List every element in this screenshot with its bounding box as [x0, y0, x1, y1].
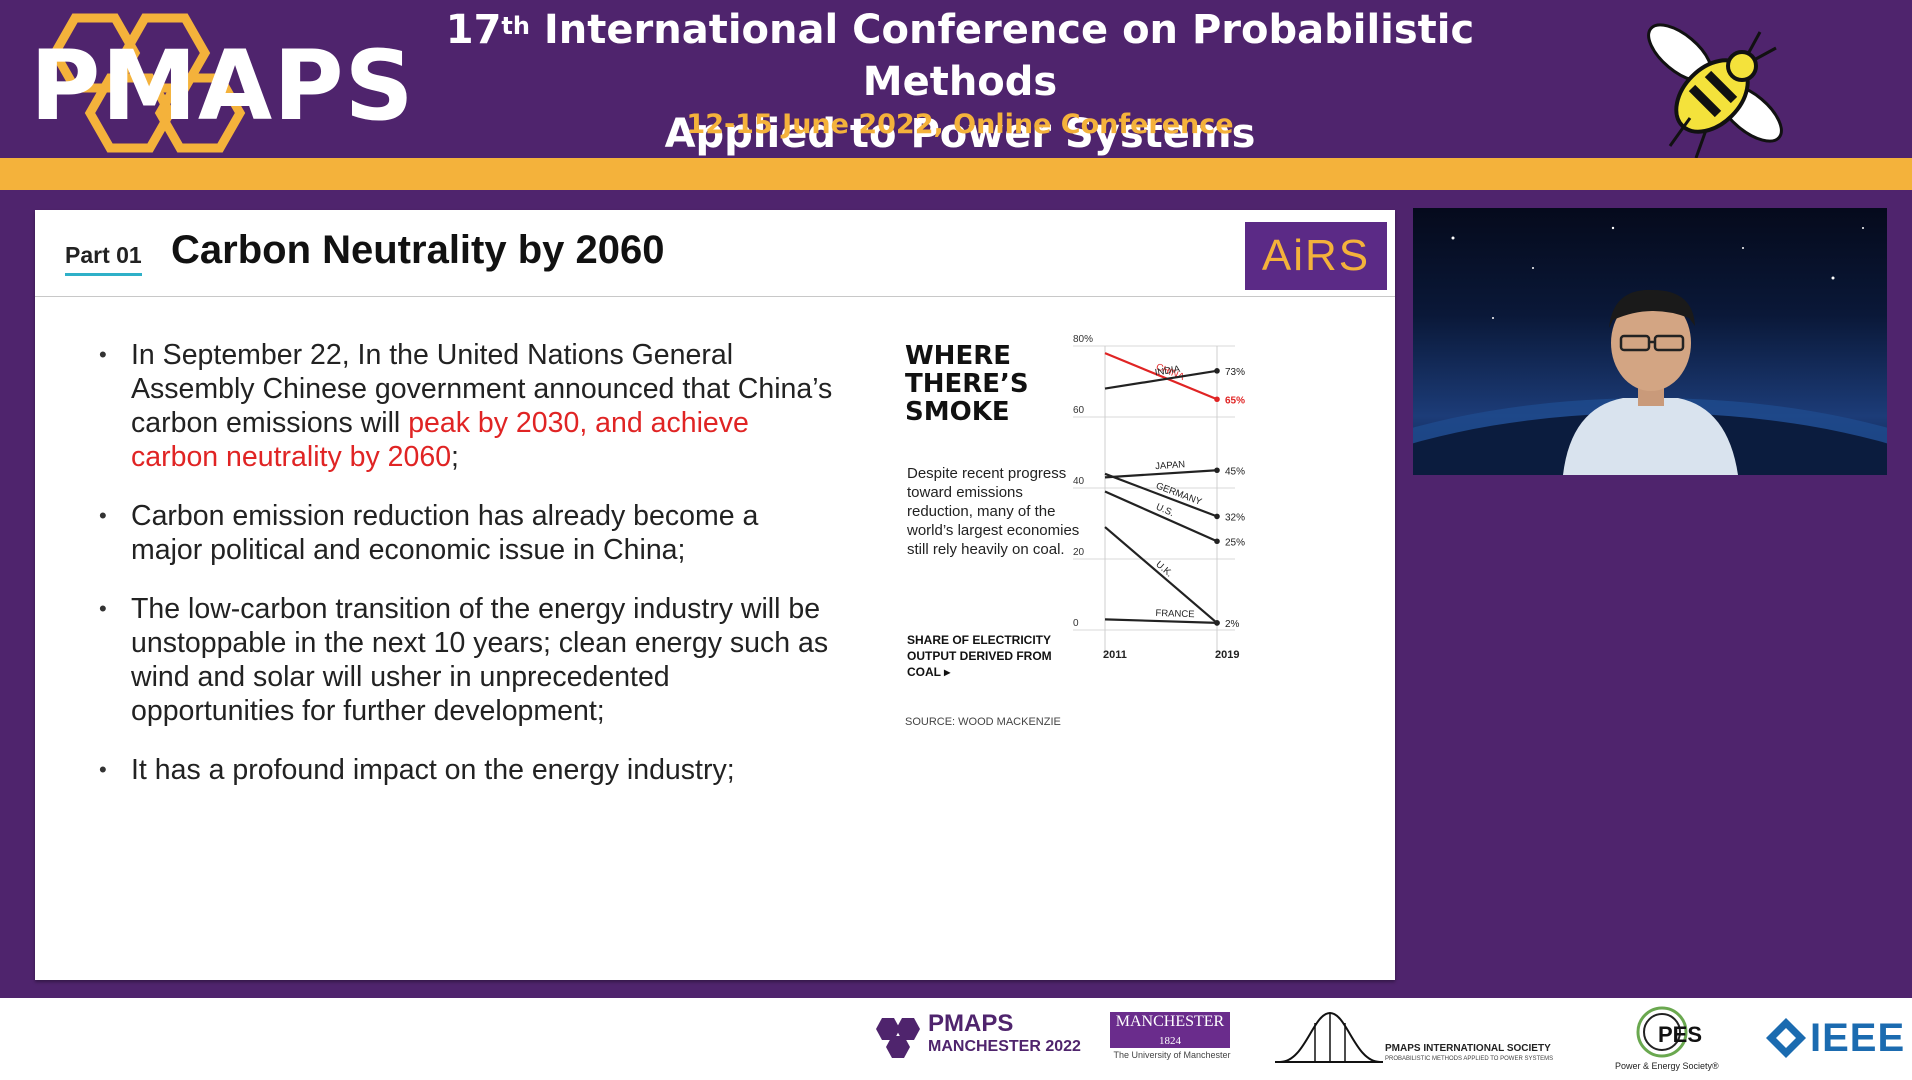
slide-title: Carbon Neutrality by 2060	[171, 228, 665, 272]
conference-title: 17th International Conference on Probabi…	[360, 4, 1560, 160]
bullet-text: It has a profound impact on the energy i…	[131, 754, 735, 786]
series-line	[1104, 352, 1218, 401]
series-line	[1104, 469, 1218, 479]
logo-text: PMAPS	[30, 30, 415, 142]
bullet-item: It has a profound impact on the energy i…	[97, 753, 837, 787]
pes-subtitle: Power & Energy Society®	[1615, 1061, 1719, 1071]
series-end-label: 45%	[1225, 466, 1245, 477]
y-tick-label: 20	[1073, 547, 1085, 558]
bullet-text: In September 22, In the United Nations G…	[131, 339, 833, 439]
series-endpoint	[1214, 467, 1220, 474]
chart-description: Despite recent progress toward emissions…	[907, 465, 1080, 558]
manchester-logo-year: 1824	[1159, 1035, 1181, 1047]
series-line	[1104, 618, 1218, 624]
chart-source: SOURCE: WOOD MACKENZIE	[905, 716, 1061, 728]
part-label: Part 01	[65, 242, 142, 276]
series-line	[1104, 472, 1218, 518]
series-name-label: JAPAN	[1155, 459, 1186, 472]
pmaps-society-curve-icon	[1275, 1011, 1383, 1063]
conference-title-line2: Applied to Power Systems	[664, 111, 1256, 157]
conference-number: 17	[445, 7, 502, 53]
bullet-text: The low-carbon transition of the energy …	[131, 593, 829, 727]
pes-label: PES	[1658, 1022, 1702, 1047]
title-divider	[35, 296, 1395, 297]
bullet-text-end: ;	[451, 441, 459, 473]
bullet-highlight: peak by 2030, and achieve carbon neutral…	[131, 407, 749, 473]
y-tick-label: 80%	[1073, 334, 1093, 345]
sponsor-footer: PMAPS MANCHESTER 2022 MANCHESTER 1824 Th…	[0, 998, 1912, 1080]
series-name-label: U.S.	[1154, 502, 1175, 520]
y-tick-label: 0	[1073, 618, 1079, 629]
header-accent-bar	[0, 158, 1912, 190]
pmaps-footer-logo: PMAPS	[928, 1010, 1014, 1037]
x-tick-label: 2011	[1103, 649, 1127, 661]
bullet-item: In September 22, In the United Nations G…	[97, 338, 837, 474]
speaker-video-frame	[1413, 226, 1887, 475]
bullet-item: Carbon emission reduction has already be…	[97, 499, 837, 567]
series-line	[1104, 369, 1218, 390]
x-tick-label: 2019	[1215, 649, 1239, 661]
y-tick-label: 40	[1073, 476, 1085, 487]
conference-date: 12-15 June 2022, Online Conference	[686, 109, 1234, 140]
series-line	[1104, 526, 1218, 624]
pmaps-logo: PMAPS	[20, 8, 414, 153]
pmaps-hexagon-icon	[876, 1018, 920, 1058]
series-endpoint	[1214, 368, 1220, 374]
airs-logo-text: AiRS	[1261, 231, 1371, 280]
ieee-logo: IEEE	[1810, 1016, 1906, 1060]
manchester-subtitle: The University of Manchester	[1113, 1050, 1231, 1060]
series-name-label: FRANCE	[1155, 608, 1194, 620]
pmaps-society-name: PMAPS INTERNATIONAL SOCIETY	[1385, 1043, 1551, 1054]
hexagon-logo-icon	[49, 13, 246, 153]
ieee-diamond-icon	[1766, 1018, 1806, 1058]
series-end-label: 73%	[1225, 367, 1245, 378]
series-end-label: 32%	[1225, 512, 1245, 523]
pmaps-footer-subtitle: MANCHESTER 2022	[928, 1038, 1081, 1055]
presentation-slide: Part 01 Carbon Neutrality by 2060 AiRS I…	[35, 210, 1395, 980]
bullet-item: The low-carbon transition of the energy …	[97, 592, 837, 728]
speaker-webcam	[1413, 208, 1887, 475]
pmaps-society-subtitle: PROBABILISTIC METHODS APPLIED TO POWER S…	[1385, 1056, 1554, 1062]
speaker-shirt	[1563, 398, 1738, 475]
chart-note: SHARE OF ELECTRICITY OUTPUT DERIVED FROM…	[907, 633, 1052, 679]
conference-title-line1: International Conference on Probabilisti…	[529, 7, 1475, 105]
ieee-pes-logo-icon: PES	[1636, 1006, 1702, 1058]
bee-icon	[1647, 23, 1783, 159]
series-end-label: 2%	[1225, 619, 1240, 630]
series-endpoint	[1214, 396, 1220, 403]
chart-headline: WHERE THERE’S SMOKE	[905, 341, 1029, 427]
series-name-label: INDIA	[1154, 364, 1181, 379]
coal-share-chart: WHERE THERE’S SMOKE Despite recent progr…	[905, 320, 1375, 740]
series-name-label: U.K.	[1153, 559, 1174, 579]
conference-ordinal: th	[501, 12, 530, 40]
series-endpoint	[1214, 620, 1220, 626]
series-end-label: 65%	[1225, 395, 1245, 406]
series-end-label: 25%	[1225, 537, 1245, 548]
y-tick-label: 60	[1073, 405, 1085, 416]
manchester-logo: MANCHESTER 1824	[1110, 1012, 1230, 1048]
conference-header: PMAPS 17th International Conference on P…	[0, 0, 1912, 160]
series-line	[1104, 490, 1218, 543]
series-endpoint	[1214, 513, 1220, 520]
bullet-text: Carbon emission reduction has already be…	[131, 500, 759, 566]
manchester-logo-text: MANCHESTER	[1115, 1013, 1225, 1030]
airs-logo: AiRS	[1245, 222, 1387, 290]
series-endpoint	[1214, 538, 1220, 545]
bullet-list: In September 22, In the United Nations G…	[97, 338, 837, 812]
